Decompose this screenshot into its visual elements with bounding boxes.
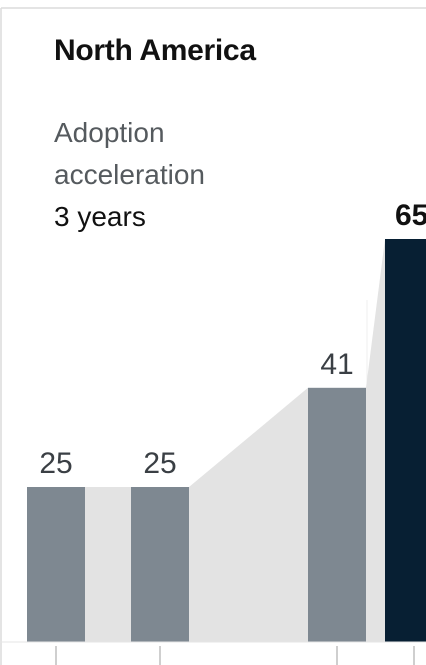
bar-2 bbox=[131, 487, 189, 642]
bar-3 bbox=[308, 387, 366, 642]
annotation-label-line1: Adoption bbox=[54, 117, 165, 148]
acceleration-annotation: Adoption acceleration 3 years bbox=[54, 112, 205, 238]
bar-1 bbox=[27, 487, 85, 642]
bar-value-label-1: 25 bbox=[39, 447, 72, 480]
connector-area-2 bbox=[189, 387, 308, 642]
annotation-value: 3 years bbox=[54, 201, 146, 232]
connector-area-1 bbox=[85, 487, 131, 642]
bar-value-label-4: 65 bbox=[395, 199, 426, 232]
bar-value-label-2: 25 bbox=[143, 447, 176, 480]
connector-area-3 bbox=[366, 239, 385, 642]
chart-title: North America bbox=[54, 34, 256, 67]
annotation-label-line2: acceleration bbox=[54, 159, 205, 190]
bar-4 bbox=[385, 239, 426, 642]
bar-value-label-3: 41 bbox=[320, 348, 353, 381]
